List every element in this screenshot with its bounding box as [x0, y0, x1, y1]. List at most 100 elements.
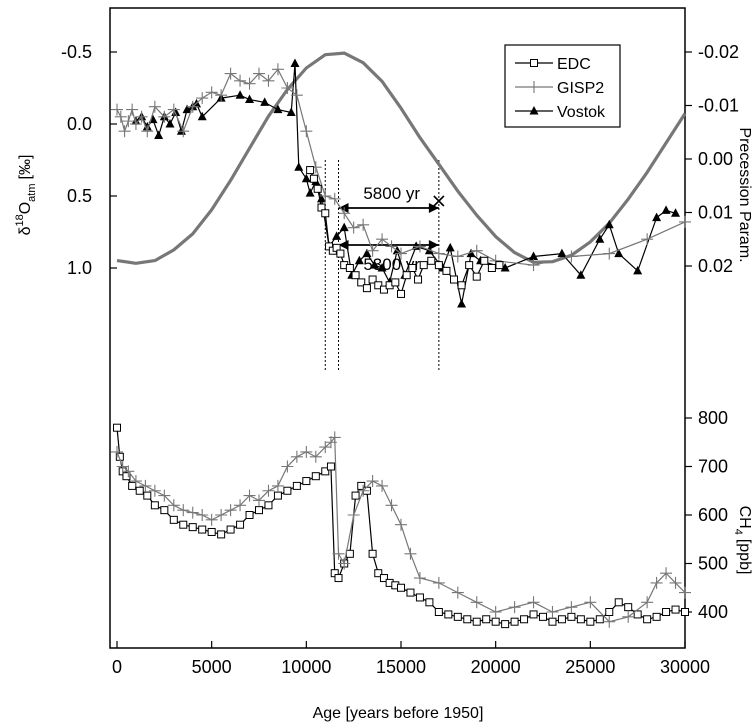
data-point: [129, 475, 142, 488]
data-point: [408, 264, 417, 272]
data-point: [500, 263, 510, 272]
right-bottom-tick-label: 400: [698, 602, 728, 622]
data-point: [273, 104, 283, 114]
right-bottom-axis-label-sub: 4: [732, 529, 744, 535]
data-point: [357, 218, 370, 231]
data-point: [374, 569, 383, 578]
legend-marker: [528, 81, 540, 93]
data-point: [432, 576, 445, 589]
data-point: [196, 509, 209, 521]
duration-label: 5800 yr: [363, 184, 420, 203]
data-point: [652, 612, 661, 621]
data-point: [622, 610, 635, 623]
data-point: [294, 162, 304, 171]
data-point: [495, 261, 504, 270]
data-point: [472, 617, 481, 626]
data-point: [165, 119, 175, 128]
data-point: [118, 125, 131, 138]
data-point: [457, 281, 466, 290]
data-point: [457, 299, 467, 308]
legend-label: Vostok: [557, 104, 606, 121]
data-point: [482, 615, 491, 624]
data-point: [633, 265, 643, 275]
data-point: [135, 110, 148, 123]
series-line: [116, 427, 686, 625]
right-bottom-tick-label: 700: [698, 457, 728, 477]
data-point: [652, 212, 662, 222]
series-gisp2: [111, 63, 691, 272]
data-point: [480, 256, 489, 265]
data-point: [351, 491, 360, 500]
data-point: [662, 608, 671, 616]
duration-arrow-head-right: [428, 203, 439, 213]
data-point: [186, 506, 199, 519]
data-point: [264, 501, 273, 510]
data-point: [414, 275, 423, 284]
data-point: [154, 130, 164, 140]
data-point: [290, 89, 303, 102]
data-point: [111, 445, 123, 458]
data-point: [669, 576, 682, 589]
data-point: [650, 576, 663, 589]
data-point: [302, 477, 311, 486]
data-point: [196, 92, 209, 105]
data-point: [158, 489, 171, 502]
x-tick-label: 5000: [192, 657, 232, 677]
data-point: [122, 472, 131, 481]
data-point: [397, 289, 405, 298]
data-point: [236, 520, 245, 529]
data-point: [271, 63, 284, 76]
data-point: [661, 205, 671, 214]
data-point: [374, 281, 383, 290]
series-line: [116, 435, 686, 623]
data-point: [679, 586, 691, 599]
data-point: [411, 241, 421, 250]
data-point: [262, 484, 275, 497]
data-point: [290, 58, 300, 68]
data-point: [413, 240, 426, 253]
data-point: [122, 115, 135, 128]
data-point: [188, 523, 197, 532]
data-point: [586, 617, 595, 626]
data-point: [425, 598, 434, 607]
right-top-tick-label: -0.01: [698, 96, 739, 116]
x-tick-label: 15000: [376, 657, 426, 677]
right-bottom-axis-label-main: CH: [736, 506, 753, 529]
data-point: [679, 215, 691, 228]
data-point: [465, 261, 474, 270]
data-point: [357, 481, 366, 490]
data-point: [309, 450, 322, 463]
data-point: [641, 233, 654, 246]
data-point: [557, 615, 566, 624]
data-point: [614, 248, 624, 258]
data-point: [224, 504, 237, 517]
data-point: [186, 100, 199, 113]
data-point: [548, 617, 557, 626]
data-point: [415, 593, 424, 602]
axes: 0 5000 10000 15000 20000 25000 30000 -0.5 0.0 0.5…: [61, 42, 739, 677]
data-point: [527, 596, 540, 609]
data-point: [243, 77, 256, 90]
right-top-tick-label: 0.02: [698, 256, 733, 276]
right-top-tick-label: -0.02: [698, 42, 739, 62]
data-point: [470, 244, 483, 257]
data-point: [143, 491, 152, 500]
data-point: [338, 557, 351, 570]
data-point: [286, 107, 296, 116]
data-point: [347, 509, 360, 521]
legend-label: EDC: [557, 56, 591, 73]
left-tick-label: 0.0: [67, 114, 92, 134]
legend-marker: [529, 106, 539, 115]
data-point: [260, 97, 270, 106]
data-point: [508, 601, 521, 614]
data-point: [614, 598, 623, 607]
data-point: [234, 499, 247, 512]
legend-item-edc: EDC: [515, 56, 591, 73]
data-point: [671, 208, 681, 217]
data-point: [463, 615, 472, 624]
data-point: [377, 263, 387, 272]
data-point: [520, 615, 529, 624]
data-point: [529, 251, 539, 260]
data-point: [434, 608, 443, 616]
data-point: [215, 509, 228, 521]
